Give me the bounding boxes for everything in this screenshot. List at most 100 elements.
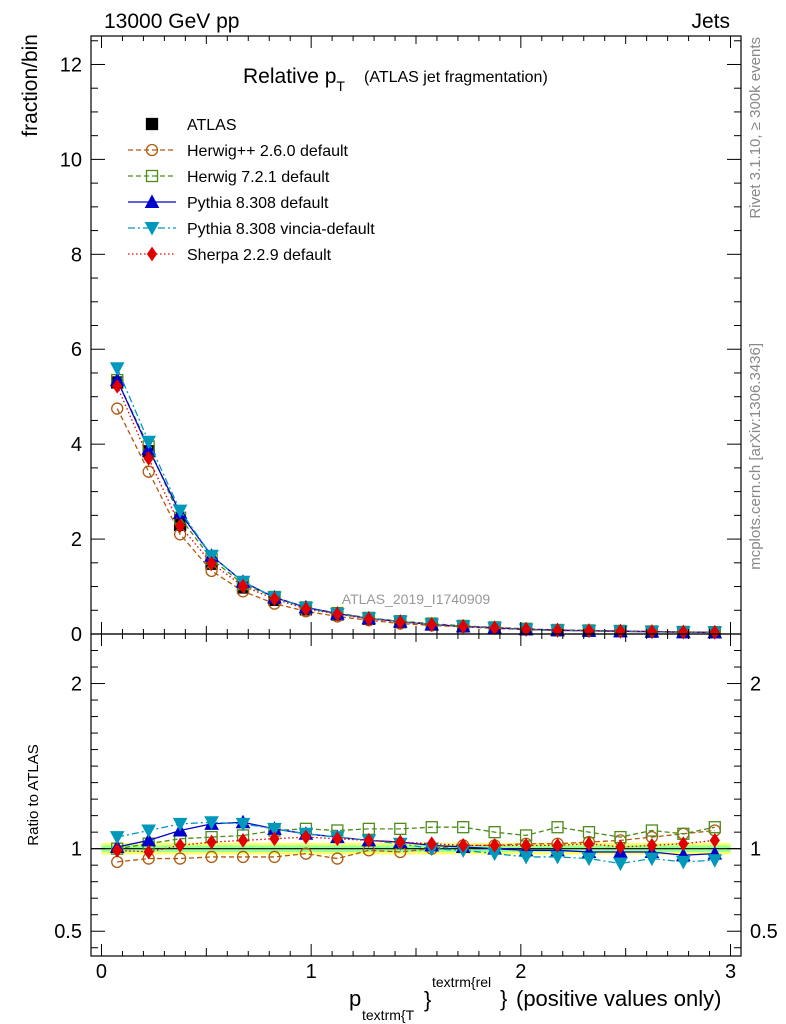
ratio-point-sherpa-18 [678, 836, 689, 852]
ratio-panel: 0 1 2 3 0.5 0.5 1 1 2 2 [54, 633, 778, 983]
x-tick-label-0: 0 [96, 961, 107, 983]
ratio-point-herwigpp-6 [299, 847, 313, 860]
ratio-point-sherpa-9 [395, 834, 406, 850]
main-point-sherpa-3 [206, 555, 217, 571]
ratio-line-sherpa [117, 836, 715, 853]
ratio-point-herwigpp-2 [173, 852, 187, 865]
ratio-point-sherpa-7 [332, 831, 343, 847]
ratio-point-sherpa-15 [583, 836, 595, 852]
mcplots-label: mcplots.cern.ch [arXiv:1306.3436] [747, 343, 764, 570]
ratio-point-vincia-4 [235, 817, 251, 832]
x-axis-label-brace-open: } [424, 987, 431, 1012]
chart-title: Relative pT [243, 65, 345, 94]
main-y-tick-label-8: 8 [71, 244, 82, 266]
ratio-point-sherpa-12 [489, 837, 500, 853]
x-axis-label-brace-close: } [500, 986, 507, 1011]
main-y-tick-label-6: 6 [71, 339, 82, 361]
chart-title-main: Relative p [243, 65, 336, 88]
main-point-sherpa-0 [112, 378, 123, 394]
x-axis-label-main: p [349, 986, 361, 1011]
main-point-sherpa-11 [458, 619, 469, 634]
ratio-y-tick-label-left-2: 2 [71, 674, 82, 696]
ratio-point-sherpa-3 [206, 834, 217, 850]
legend-label-pythia: Pythia 8.308 default [187, 195, 329, 212]
ratio-point-herwig7-10 [425, 821, 438, 834]
ratio-point-herwigpp-5 [268, 850, 281, 864]
ratio-point-sherpa-13 [520, 837, 532, 853]
ratio-point-herwig7-12 [488, 826, 501, 839]
ratio-point-sherpa-5 [269, 831, 280, 847]
main-point-sherpa-9 [395, 614, 406, 630]
rivet-label: Rivet 3.1.10, ≥ 300k events [747, 37, 764, 219]
main-point-sherpa-17 [646, 624, 657, 639]
main-point-sherpa-19 [709, 624, 720, 640]
ratio-y-tick-label-right-2: 2 [750, 674, 761, 696]
legend: ATLAS Herwig++ 2.6.0 default Herwig 7.2.1 … [128, 117, 375, 264]
ratio-point-sherpa-19 [709, 833, 720, 848]
x-axis-label-tail: (positive values only) [516, 986, 721, 1011]
ratio-point-vincia-19 [707, 854, 723, 868]
main-line-vincia [116, 367, 715, 634]
ratio-point-sherpa-0 [112, 842, 123, 858]
main-point-sherpa-2 [175, 518, 186, 534]
ratio-point-vincia-3 [204, 816, 219, 830]
ratio-point-sherpa-17 [646, 837, 657, 853]
ratio-point-vincia-18 [675, 855, 691, 870]
ratio-point-vincia-0 [109, 831, 125, 845]
chart-title-sub: T [336, 78, 345, 94]
ratio-point-vincia-16 [613, 857, 628, 872]
ratio-point-herwig7-17 [645, 824, 659, 837]
x-axis-label-sup: textrm{rel [432, 974, 491, 990]
main-point-sherpa-18 [678, 624, 689, 640]
main-y-tick-label-10: 10 [60, 149, 82, 171]
header-left: 13000 GeV pp [104, 10, 239, 33]
main-point-sherpa-8 [363, 611, 374, 627]
x-tick-label-2: 2 [515, 961, 526, 983]
main-y-tick-label-0: 0 [71, 624, 82, 646]
ratio-point-herwig7-19 [708, 821, 721, 834]
ratio-point-sherpa-1 [143, 844, 154, 860]
ratio-point-sherpa-8 [363, 833, 374, 848]
ratio-point-sherpa-4 [237, 833, 249, 848]
main-point-sherpa-4 [237, 578, 249, 594]
ratio-point-herwigpp-3 [205, 850, 218, 864]
main-y-tick-label-2: 2 [71, 529, 82, 551]
ratio-frame [90, 633, 742, 957]
legend-marker-pythia [144, 194, 160, 208]
legend-label-herwig7: Herwig 7.2.1 default [187, 169, 330, 186]
main-point-herwigpp-0 [111, 402, 124, 415]
legend-label-sherpa: Sherpa 2.2.9 default [187, 247, 332, 264]
ratio-line-vincia [117, 821, 715, 865]
x-axis-label-sub: textrm{T [362, 1007, 415, 1023]
main-point-sherpa-1 [143, 451, 154, 466]
legend-label-data: ATLAS [187, 117, 237, 134]
header-right: Jets [691, 10, 730, 33]
x-tick-label-1: 1 [306, 961, 317, 983]
ratio-point-sherpa-16 [615, 839, 626, 855]
legend-marker-sherpa [146, 246, 158, 262]
legend-marker-herwigpp [145, 143, 159, 157]
ratio-point-herwigpp-4 [236, 850, 250, 864]
ratio-point-vincia-1 [141, 824, 157, 839]
main-point-sherpa-10 [426, 617, 437, 632]
main-point-vincia-1 [141, 435, 157, 450]
ratio-point-sherpa-6 [300, 829, 312, 845]
legend-marker-data [145, 117, 159, 131]
ratio-point-sherpa-10 [426, 836, 437, 852]
legend-label-vincia: Pythia 8.308 vincia-default [187, 221, 375, 238]
main-point-sherpa-6 [300, 601, 312, 617]
ratio-point-sherpa-11 [458, 837, 469, 853]
ratio-line-pythia [117, 821, 715, 856]
ratio-point-herwigpp-7 [331, 852, 344, 865]
ratio-point-vincia-15 [581, 852, 597, 867]
x-tick-label-3: 3 [725, 961, 736, 983]
main-ylabel: fraction/bin [19, 34, 42, 137]
legend-marker-herwig7 [145, 169, 159, 183]
ratio-point-herwig7-14 [551, 821, 564, 834]
main-point-sherpa-5 [269, 591, 280, 607]
legend-label-herwigpp: Herwig++ 2.6.0 default [187, 143, 349, 160]
watermark: ATLAS_2019_I1740909 [342, 591, 491, 607]
main-y-tick-label-12: 12 [60, 54, 82, 76]
main-panel: 0 2 4 6 8 10 12 [60, 35, 742, 646]
